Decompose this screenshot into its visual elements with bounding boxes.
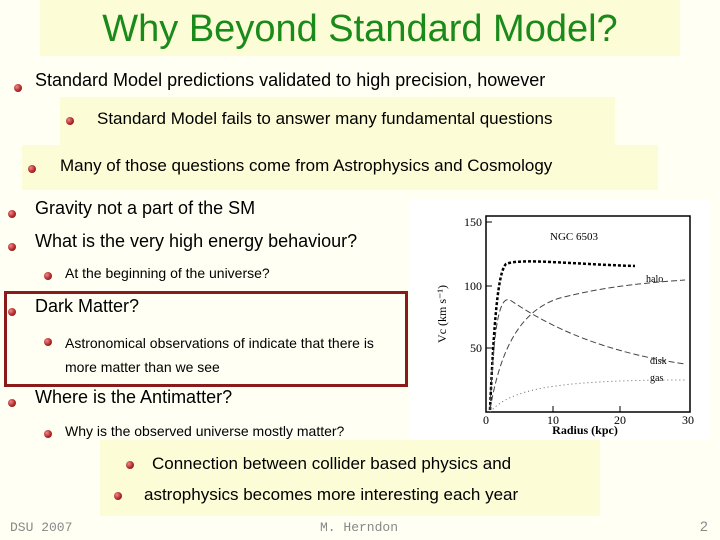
bullet: astrophysics becomes more interesting ea…: [144, 485, 519, 504]
figure-title: NGC 6503: [550, 231, 598, 243]
rotation-curve-figure: 50 100 150 0 10 20 30 Radius (kpc) Vc (k…: [410, 200, 710, 440]
y-tick-label: 100: [464, 279, 482, 293]
bullet: Gravity not a part of the SM: [35, 198, 256, 218]
bullet: Many of those questions come from Astrop…: [60, 156, 553, 175]
highlight-box: Connection between collider based physic…: [100, 440, 600, 516]
footer-left: DSU 2007: [10, 520, 73, 535]
x-tick-label: 0: [483, 413, 489, 427]
curve-label: gas: [650, 373, 663, 384]
footer-center: M. Herndon: [320, 520, 399, 535]
sub-bullet: Why is the observed universe mostly matt…: [65, 423, 345, 439]
y-tick-label: 50: [470, 341, 482, 355]
highlight-frame: [4, 291, 408, 387]
bullet: Where is the Antimatter?: [35, 387, 233, 407]
page-number: 2: [700, 518, 708, 534]
x-tick-label: 20: [614, 413, 626, 427]
bullet: Standard Model predictions validated to …: [35, 70, 546, 90]
title-box: [40, 0, 680, 56]
bullet: Connection between collider based physic…: [152, 454, 512, 473]
sub-bullet: Astronomical observations of indicate th…: [65, 335, 374, 375]
x-tick-label: 10: [547, 413, 559, 427]
x-tick-label: 30: [682, 413, 694, 427]
sub-bullet: At the beginning of the universe?: [65, 265, 270, 281]
y-tick-label: 150: [464, 215, 482, 229]
bullet: Dark Matter?: [35, 296, 140, 316]
curve-label: halo: [646, 274, 663, 285]
title: Why Beyond Standard Model?: [102, 8, 618, 50]
highlight-box: Standard Model fails to answer many fund…: [60, 97, 615, 147]
y-axis-label: Vc (km s⁻¹): [435, 285, 449, 343]
x-axis-label: Radius (kpc): [552, 423, 618, 437]
curve-label: disk: [650, 356, 667, 367]
bullet: What is the very high energy behaviour?: [35, 231, 358, 251]
bullet: Standard Model fails to answer many fund…: [97, 109, 553, 128]
highlight-box: Many of those questions come from Astrop…: [22, 145, 658, 190]
